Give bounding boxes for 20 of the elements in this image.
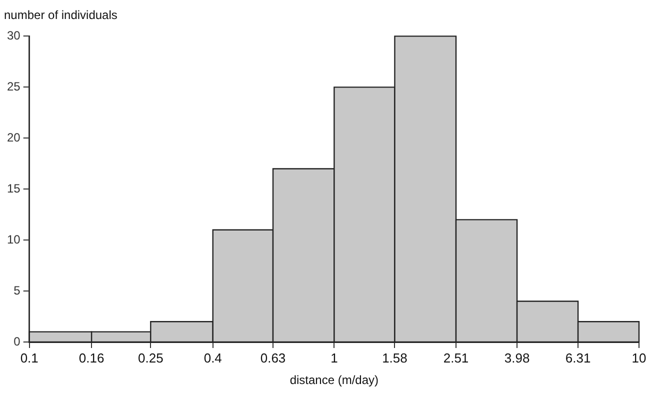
x-axis-title: distance (m/day) bbox=[290, 373, 379, 388]
y-tick-label: 0 bbox=[14, 334, 21, 348]
y-tick-label: 15 bbox=[6, 181, 21, 196]
y-axis-title: number of individuals bbox=[4, 8, 118, 22]
x-tick-label: 0.4 bbox=[204, 350, 222, 366]
x-tick-label: 0.1 bbox=[20, 350, 38, 366]
y-tick-label: 25 bbox=[6, 79, 21, 94]
x-tick-label: 0.25 bbox=[138, 350, 164, 366]
x-tick-label: 1 bbox=[330, 350, 338, 366]
x-tick-label: 2.51 bbox=[443, 350, 469, 366]
x-tick-label: 10 bbox=[632, 350, 646, 366]
y-tick-label: 5 bbox=[14, 283, 21, 298]
x-tick-label: 3.98 bbox=[504, 350, 530, 366]
x-tick-label: 0.63 bbox=[260, 350, 286, 366]
y-tick-label: 10 bbox=[6, 232, 21, 246]
y-tick-label: 20 bbox=[6, 130, 21, 144]
x-tick-label: 6.31 bbox=[565, 350, 591, 366]
x-tick-label: 1.58 bbox=[382, 350, 408, 366]
y-tick-label: 30 bbox=[6, 28, 21, 43]
x-tick-label: 0.16 bbox=[78, 350, 104, 366]
